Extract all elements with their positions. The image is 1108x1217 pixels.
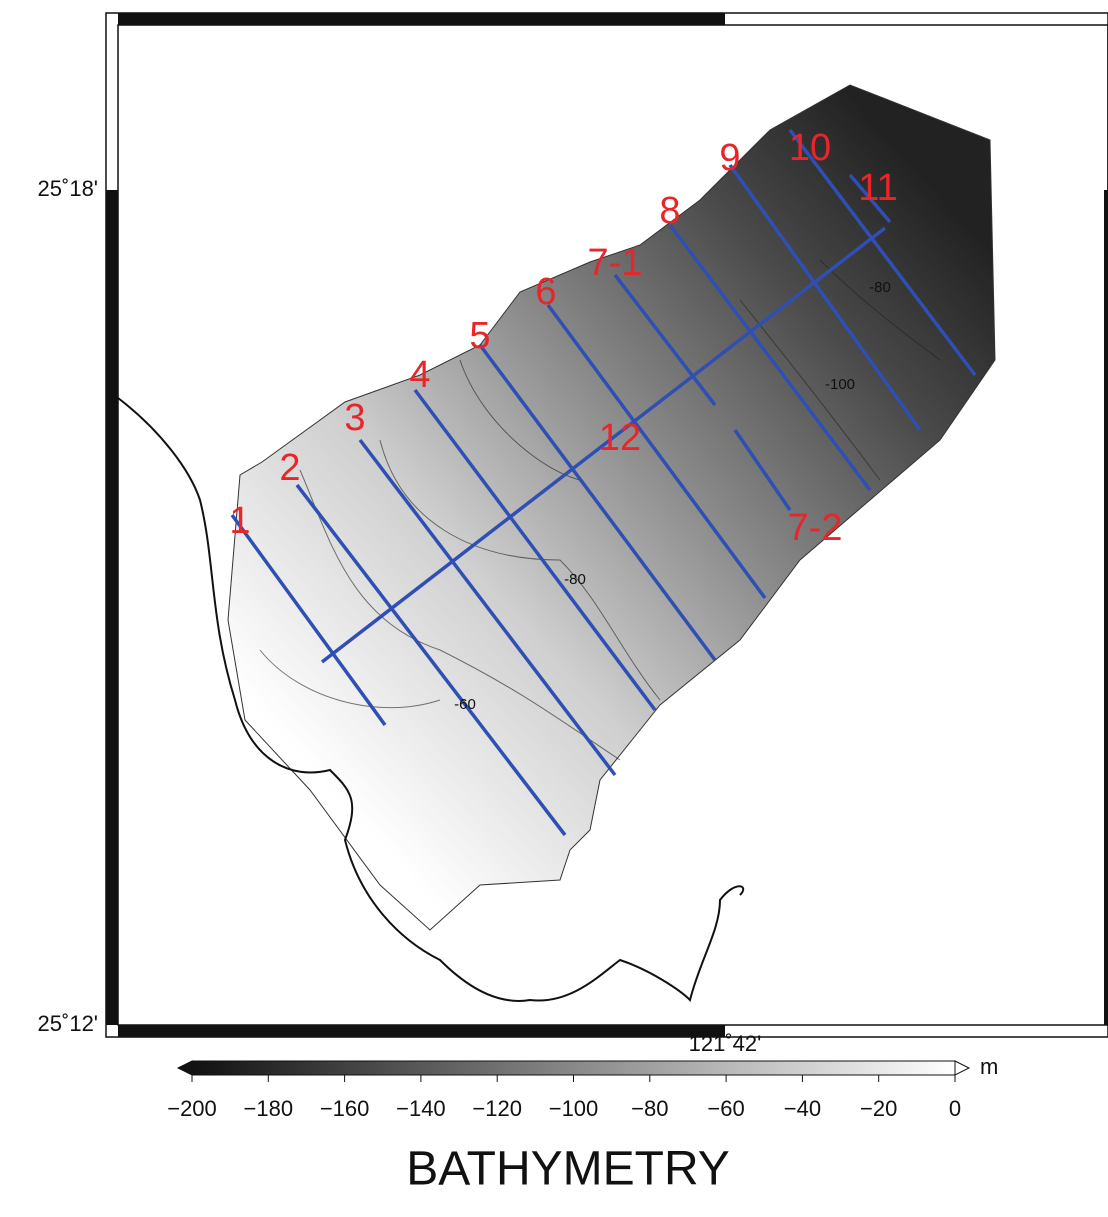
colorbar-tick-label: −120	[472, 1096, 522, 1121]
profile-label: 3	[344, 397, 365, 439]
colorbar-tick-label: −180	[244, 1096, 294, 1121]
profile-label: 6	[535, 271, 556, 313]
contour-label: -80	[869, 279, 891, 296]
colorbar-tick-label: 0	[949, 1096, 961, 1121]
lat-label: 25˚12'	[38, 1011, 98, 1036]
frame-bar	[1104, 190, 1108, 1025]
colorbar-arrow	[955, 1061, 969, 1075]
colorbar	[192, 1061, 955, 1075]
contour-label: -100	[825, 376, 855, 393]
colorbar-tick-label: −60	[707, 1096, 744, 1121]
lon-label: 121˚42'	[689, 1031, 762, 1056]
colorbar-tick-label: −200	[167, 1096, 217, 1121]
lat-label: 25˚18'	[38, 176, 98, 201]
colorbar-tick-label: −100	[549, 1096, 599, 1121]
colorbar-tick-label: −40	[784, 1096, 821, 1121]
profile-label: 11	[858, 167, 897, 209]
frame-bar	[106, 190, 118, 1025]
frame-bar	[118, 1025, 725, 1037]
frame-bar	[118, 13, 725, 25]
colorbar-tick-label: −160	[320, 1096, 370, 1121]
colorbar-title: BATHYMETRY	[406, 1143, 730, 1196]
colorbar-arrow	[178, 1061, 192, 1075]
colorbar-tick-label: −140	[396, 1096, 446, 1121]
profile-label: 7-2	[788, 507, 843, 549]
profile-label: 9	[719, 137, 740, 179]
map-figure: 1234567-17-289101112 -80-60-100-80 25˚18…	[0, 0, 1108, 1217]
colorbar-tick-label: −20	[860, 1096, 897, 1121]
contour-label: -80	[564, 571, 586, 588]
colorbar-unit: m	[980, 1054, 998, 1079]
profile-label: 5	[469, 315, 490, 357]
profile-label: 8	[659, 190, 680, 232]
colorbar-tick-label: −80	[631, 1096, 668, 1121]
profile-label: 7-1	[588, 242, 643, 284]
profile-label: 2	[279, 447, 300, 489]
profile-label: 12	[599, 417, 641, 459]
profile-label: 4	[409, 354, 430, 396]
profile-label: 10	[789, 127, 831, 169]
profile-label: 1	[229, 500, 250, 542]
contour-label: -60	[454, 696, 476, 713]
